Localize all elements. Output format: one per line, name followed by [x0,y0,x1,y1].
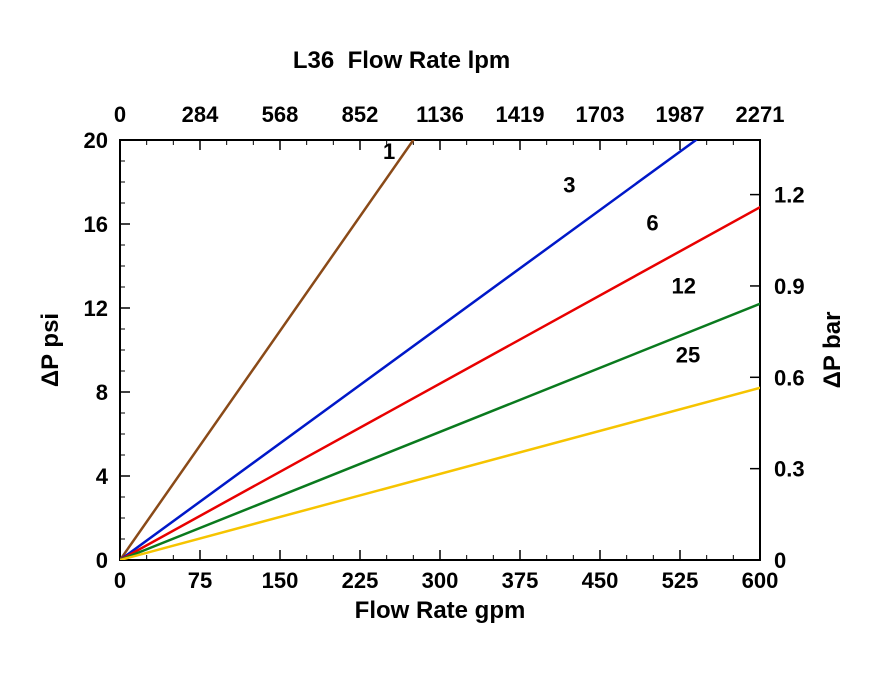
series-label-1: 1 [383,139,395,164]
y-left-tick-label: 4 [96,464,109,489]
x-bottom-tick-label: 525 [662,568,699,593]
y-left-tick-label: 20 [84,128,108,153]
x-bottom-tick-label: 375 [502,568,539,593]
series-label-3: 3 [563,173,575,198]
x-top-tick-label: 2271 [736,102,785,127]
series-line-3 [120,140,696,560]
x-bottom-tick-label: 300 [422,568,459,593]
series-line-1 [120,140,413,560]
x-bottom-title: Flow Rate gpm [355,597,526,624]
y-right-tick-label: 0.3 [774,457,805,482]
x-bottom-tick-label: 75 [188,568,212,593]
chart-title: L36 Flow Rate lpm [293,47,510,74]
y-right-tick-label: 0 [774,548,786,573]
plot-area [120,140,760,560]
x-top-tick-label: 568 [262,102,299,127]
series-line-25 [120,388,760,560]
x-top-tick-label: 284 [182,102,219,127]
y-left-tick-label: 8 [96,380,108,405]
y-right-tick-label: 0.9 [774,274,805,299]
y-right-tick-label: 1.2 [774,183,805,208]
x-bottom-tick-label: 150 [262,568,299,593]
x-top-tick-label: 0 [114,102,126,127]
x-top-tick-label: 852 [342,102,379,127]
y-left-tick-label: 12 [84,296,108,321]
series-label-25: 25 [676,343,700,368]
series-label-6: 6 [646,210,658,235]
x-bottom-tick-label: 225 [342,568,379,593]
chart-svg: L36 Flow Rate lpm07515022530037545052560… [0,0,884,684]
y-right-title: ΔP bar [819,312,846,389]
y-left-title: ΔP psi [37,313,64,387]
y-left-tick-label: 16 [84,212,108,237]
chart-container: L36 Flow Rate lpm07515022530037545052560… [0,0,884,684]
series-line-12 [120,304,760,560]
x-top-tick-label: 1419 [496,102,545,127]
x-top-tick-label: 1987 [656,102,705,127]
x-bottom-tick-label: 450 [582,568,619,593]
series-group [120,140,760,560]
x-top-tick-label: 1703 [576,102,625,127]
y-left-tick-label: 0 [96,548,108,573]
x-bottom-tick-label: 0 [114,568,126,593]
x-bottom-tick-label: 600 [742,568,779,593]
series-line-6 [120,207,760,560]
series-label-12: 12 [672,273,696,298]
y-right-tick-label: 0.6 [774,365,805,390]
x-top-tick-label: 1136 [416,102,464,127]
